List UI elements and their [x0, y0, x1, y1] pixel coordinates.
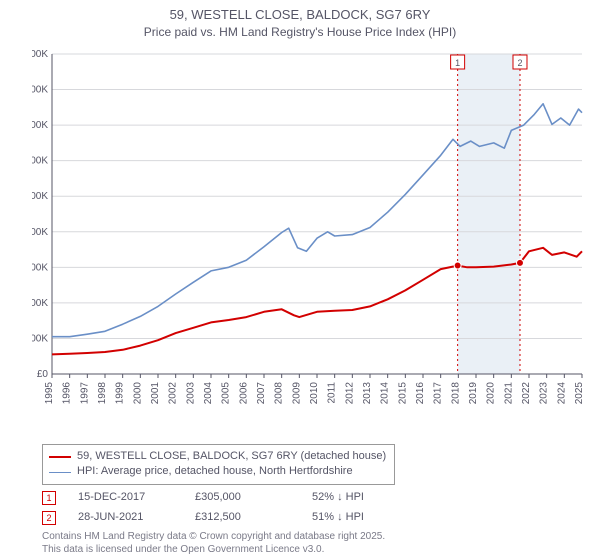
sale-price: £312,500	[195, 508, 290, 528]
svg-text:2010: 2010	[309, 382, 320, 405]
sale-date: 28-JUN-2021	[78, 508, 173, 528]
svg-text:£800K: £800K	[32, 85, 48, 96]
svg-text:£600K: £600K	[32, 156, 48, 167]
sale-row: 1 15-DEC-2017 £305,000 52% ↓ HPI	[42, 488, 407, 508]
svg-text:£700K: £700K	[32, 120, 48, 131]
chart-svg: £0 £100K £200K £300K £400K £500K £600K £700K £80…	[32, 48, 587, 408]
legend-swatch	[49, 472, 71, 473]
svg-text:2011: 2011	[327, 382, 338, 404]
svg-text:2021: 2021	[503, 382, 514, 405]
svg-text:1998: 1998	[97, 382, 108, 405]
sale-vs-hpi: 52% ↓ HPI	[312, 488, 407, 508]
svg-text:2: 2	[517, 58, 522, 68]
legend: 59, WESTELL CLOSE, BALDOCK, SG7 6RY (det…	[42, 444, 395, 485]
svg-text:2009: 2009	[291, 382, 302, 405]
svg-text:2008: 2008	[274, 382, 285, 405]
svg-text:2005: 2005	[221, 382, 232, 405]
svg-text:2025: 2025	[574, 382, 585, 405]
chart-container: 59, WESTELL CLOSE, BALDOCK, SG7 6RY Pric…	[0, 0, 600, 560]
sale-marker-icon: 2	[42, 511, 56, 525]
svg-text:£100K: £100K	[32, 333, 48, 344]
svg-text:2000: 2000	[132, 382, 143, 405]
svg-text:2003: 2003	[185, 382, 196, 405]
chart-title: 59, WESTELL CLOSE, BALDOCK, SG7 6RY Pric…	[0, 0, 600, 40]
title-line-2: Price paid vs. HM Land Registry's House …	[0, 24, 600, 40]
svg-text:2023: 2023	[539, 382, 550, 405]
legend-label: 59, WESTELL CLOSE, BALDOCK, SG7 6RY (det…	[77, 449, 386, 464]
chart-plot-area: £0 £100K £200K £300K £400K £500K £600K £700K £80…	[32, 48, 587, 408]
sale-vs-hpi: 51% ↓ HPI	[312, 508, 407, 528]
svg-text:£0: £0	[37, 369, 49, 380]
svg-text:2002: 2002	[168, 382, 179, 405]
sale-price: £305,000	[195, 488, 290, 508]
svg-text:£300K: £300K	[32, 262, 48, 273]
sale-marker-icon: 1	[42, 491, 56, 505]
svg-text:£400K: £400K	[32, 227, 48, 238]
svg-text:1: 1	[455, 58, 460, 68]
sale-date: 15-DEC-2017	[78, 488, 173, 508]
legend-item: HPI: Average price, detached house, Nort…	[49, 464, 386, 479]
svg-text:£500K: £500K	[32, 191, 48, 202]
svg-text:2014: 2014	[380, 382, 391, 405]
svg-text:2006: 2006	[238, 382, 249, 405]
svg-text:2019: 2019	[468, 382, 479, 405]
sales-table: 1 15-DEC-2017 £305,000 52% ↓ HPI 2 28-JU…	[42, 488, 407, 528]
svg-text:2017: 2017	[433, 382, 444, 405]
title-line-1: 59, WESTELL CLOSE, BALDOCK, SG7 6RY	[0, 6, 600, 24]
svg-text:2012: 2012	[344, 382, 355, 405]
svg-text:£900K: £900K	[32, 49, 48, 60]
svg-text:2001: 2001	[150, 382, 161, 405]
svg-text:£200K: £200K	[32, 298, 48, 309]
svg-text:2024: 2024	[556, 382, 567, 405]
svg-text:2018: 2018	[450, 382, 461, 405]
svg-text:1996: 1996	[62, 382, 73, 405]
legend-swatch	[49, 456, 71, 458]
svg-text:2015: 2015	[397, 382, 408, 405]
svg-text:1995: 1995	[44, 382, 55, 405]
svg-text:2016: 2016	[415, 382, 426, 405]
legend-item: 59, WESTELL CLOSE, BALDOCK, SG7 6RY (det…	[49, 449, 386, 464]
svg-text:2013: 2013	[362, 382, 373, 405]
license-text: Contains HM Land Registry data © Crown c…	[42, 531, 385, 556]
svg-text:2004: 2004	[203, 382, 214, 405]
legend-label: HPI: Average price, detached house, Nort…	[77, 464, 353, 479]
svg-text:1999: 1999	[115, 382, 126, 405]
svg-text:1997: 1997	[79, 382, 90, 405]
sale-row: 2 28-JUN-2021 £312,500 51% ↓ HPI	[42, 508, 407, 528]
svg-text:2007: 2007	[256, 382, 267, 405]
svg-text:2020: 2020	[486, 382, 497, 405]
svg-text:2022: 2022	[521, 382, 532, 405]
